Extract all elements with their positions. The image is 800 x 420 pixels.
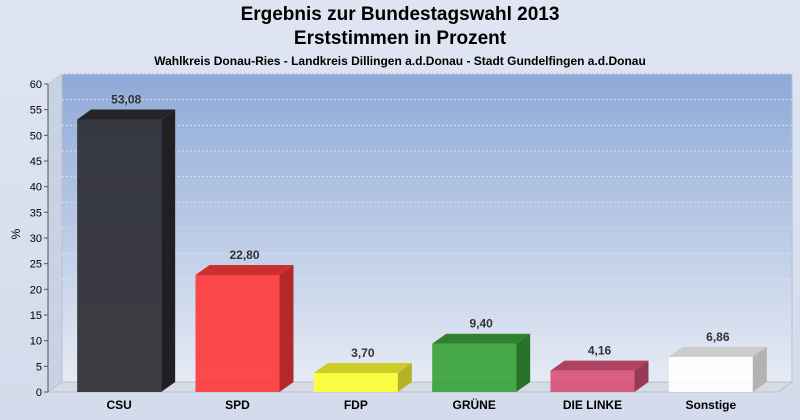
gridline-side: [47, 304, 63, 316]
bar-side-0: [161, 109, 176, 392]
gridline-side: [47, 278, 63, 290]
gridline-side: [47, 330, 63, 342]
bar-side-4: [634, 360, 649, 392]
x-tick-label: DIE LINKE: [563, 398, 622, 412]
data-label: 6,86: [706, 330, 730, 344]
x-tick-label: FDP: [344, 398, 368, 412]
y-tick-label: 5: [36, 361, 42, 373]
gridline-side: [47, 355, 63, 367]
gridline-side: [47, 99, 63, 111]
bar-side-5: [752, 346, 767, 392]
data-label: 53,08: [111, 93, 141, 107]
gridline-side: [47, 73, 63, 85]
y-tick-label: 20: [30, 284, 42, 296]
gridline-side: [47, 124, 63, 136]
gridline-side: [47, 176, 63, 188]
bar-2: [313, 373, 398, 392]
chart-title-line-2: Erststimmen in Prozent: [293, 28, 507, 49]
chart-title: Ergebnis zur Bundestagswahl 2013: [240, 4, 560, 25]
bar-3: [432, 343, 517, 392]
y-tick-label: 15: [30, 310, 42, 322]
x-tick-label: SPD: [225, 398, 250, 412]
y-tick-label: 50: [30, 130, 42, 142]
x-tick-label: CSU: [106, 398, 131, 412]
data-label: 4,16: [588, 344, 612, 358]
bar-1: [195, 274, 280, 392]
y-tick-label: 10: [30, 336, 42, 348]
x-tick-label: Sonstige: [685, 398, 736, 412]
data-label: 22,80: [229, 248, 259, 262]
y-tick-label: 60: [30, 79, 42, 91]
bar-side-3: [516, 333, 531, 392]
bar-side-2: [397, 363, 412, 392]
bar-top-1: [195, 264, 294, 275]
data-label: 3,70: [351, 346, 375, 360]
bar-top-3: [432, 333, 531, 344]
gridline-side: [47, 150, 63, 162]
data-label: 9,40: [469, 317, 493, 331]
bar-4: [550, 370, 635, 392]
y-tick-label: 30: [30, 233, 42, 245]
bar-top-0: [77, 109, 176, 120]
y-tick-label: 35: [30, 207, 42, 219]
bar-top-5: [668, 346, 767, 357]
bar-5: [668, 356, 753, 392]
y-tick-label: 55: [30, 105, 42, 117]
chart-subtitle: Wahlkreis Donau-Ries - Landkreis Dilling…: [154, 54, 646, 68]
bar-0: [77, 119, 162, 392]
gridline-side: [47, 227, 63, 239]
bar-top-2: [313, 363, 412, 374]
y-tick-label: 40: [30, 182, 42, 194]
y-tick-label: 45: [30, 156, 42, 168]
gridline-side: [47, 253, 63, 265]
bar-side-1: [279, 264, 294, 392]
y-axis-label: %: [9, 228, 23, 239]
y-tick-label: 25: [30, 259, 42, 271]
y-tick-label: 0: [36, 387, 42, 399]
bar-top-4: [550, 360, 649, 371]
x-tick-label: GRÜNE: [452, 397, 495, 412]
gridline-side: [47, 201, 63, 213]
